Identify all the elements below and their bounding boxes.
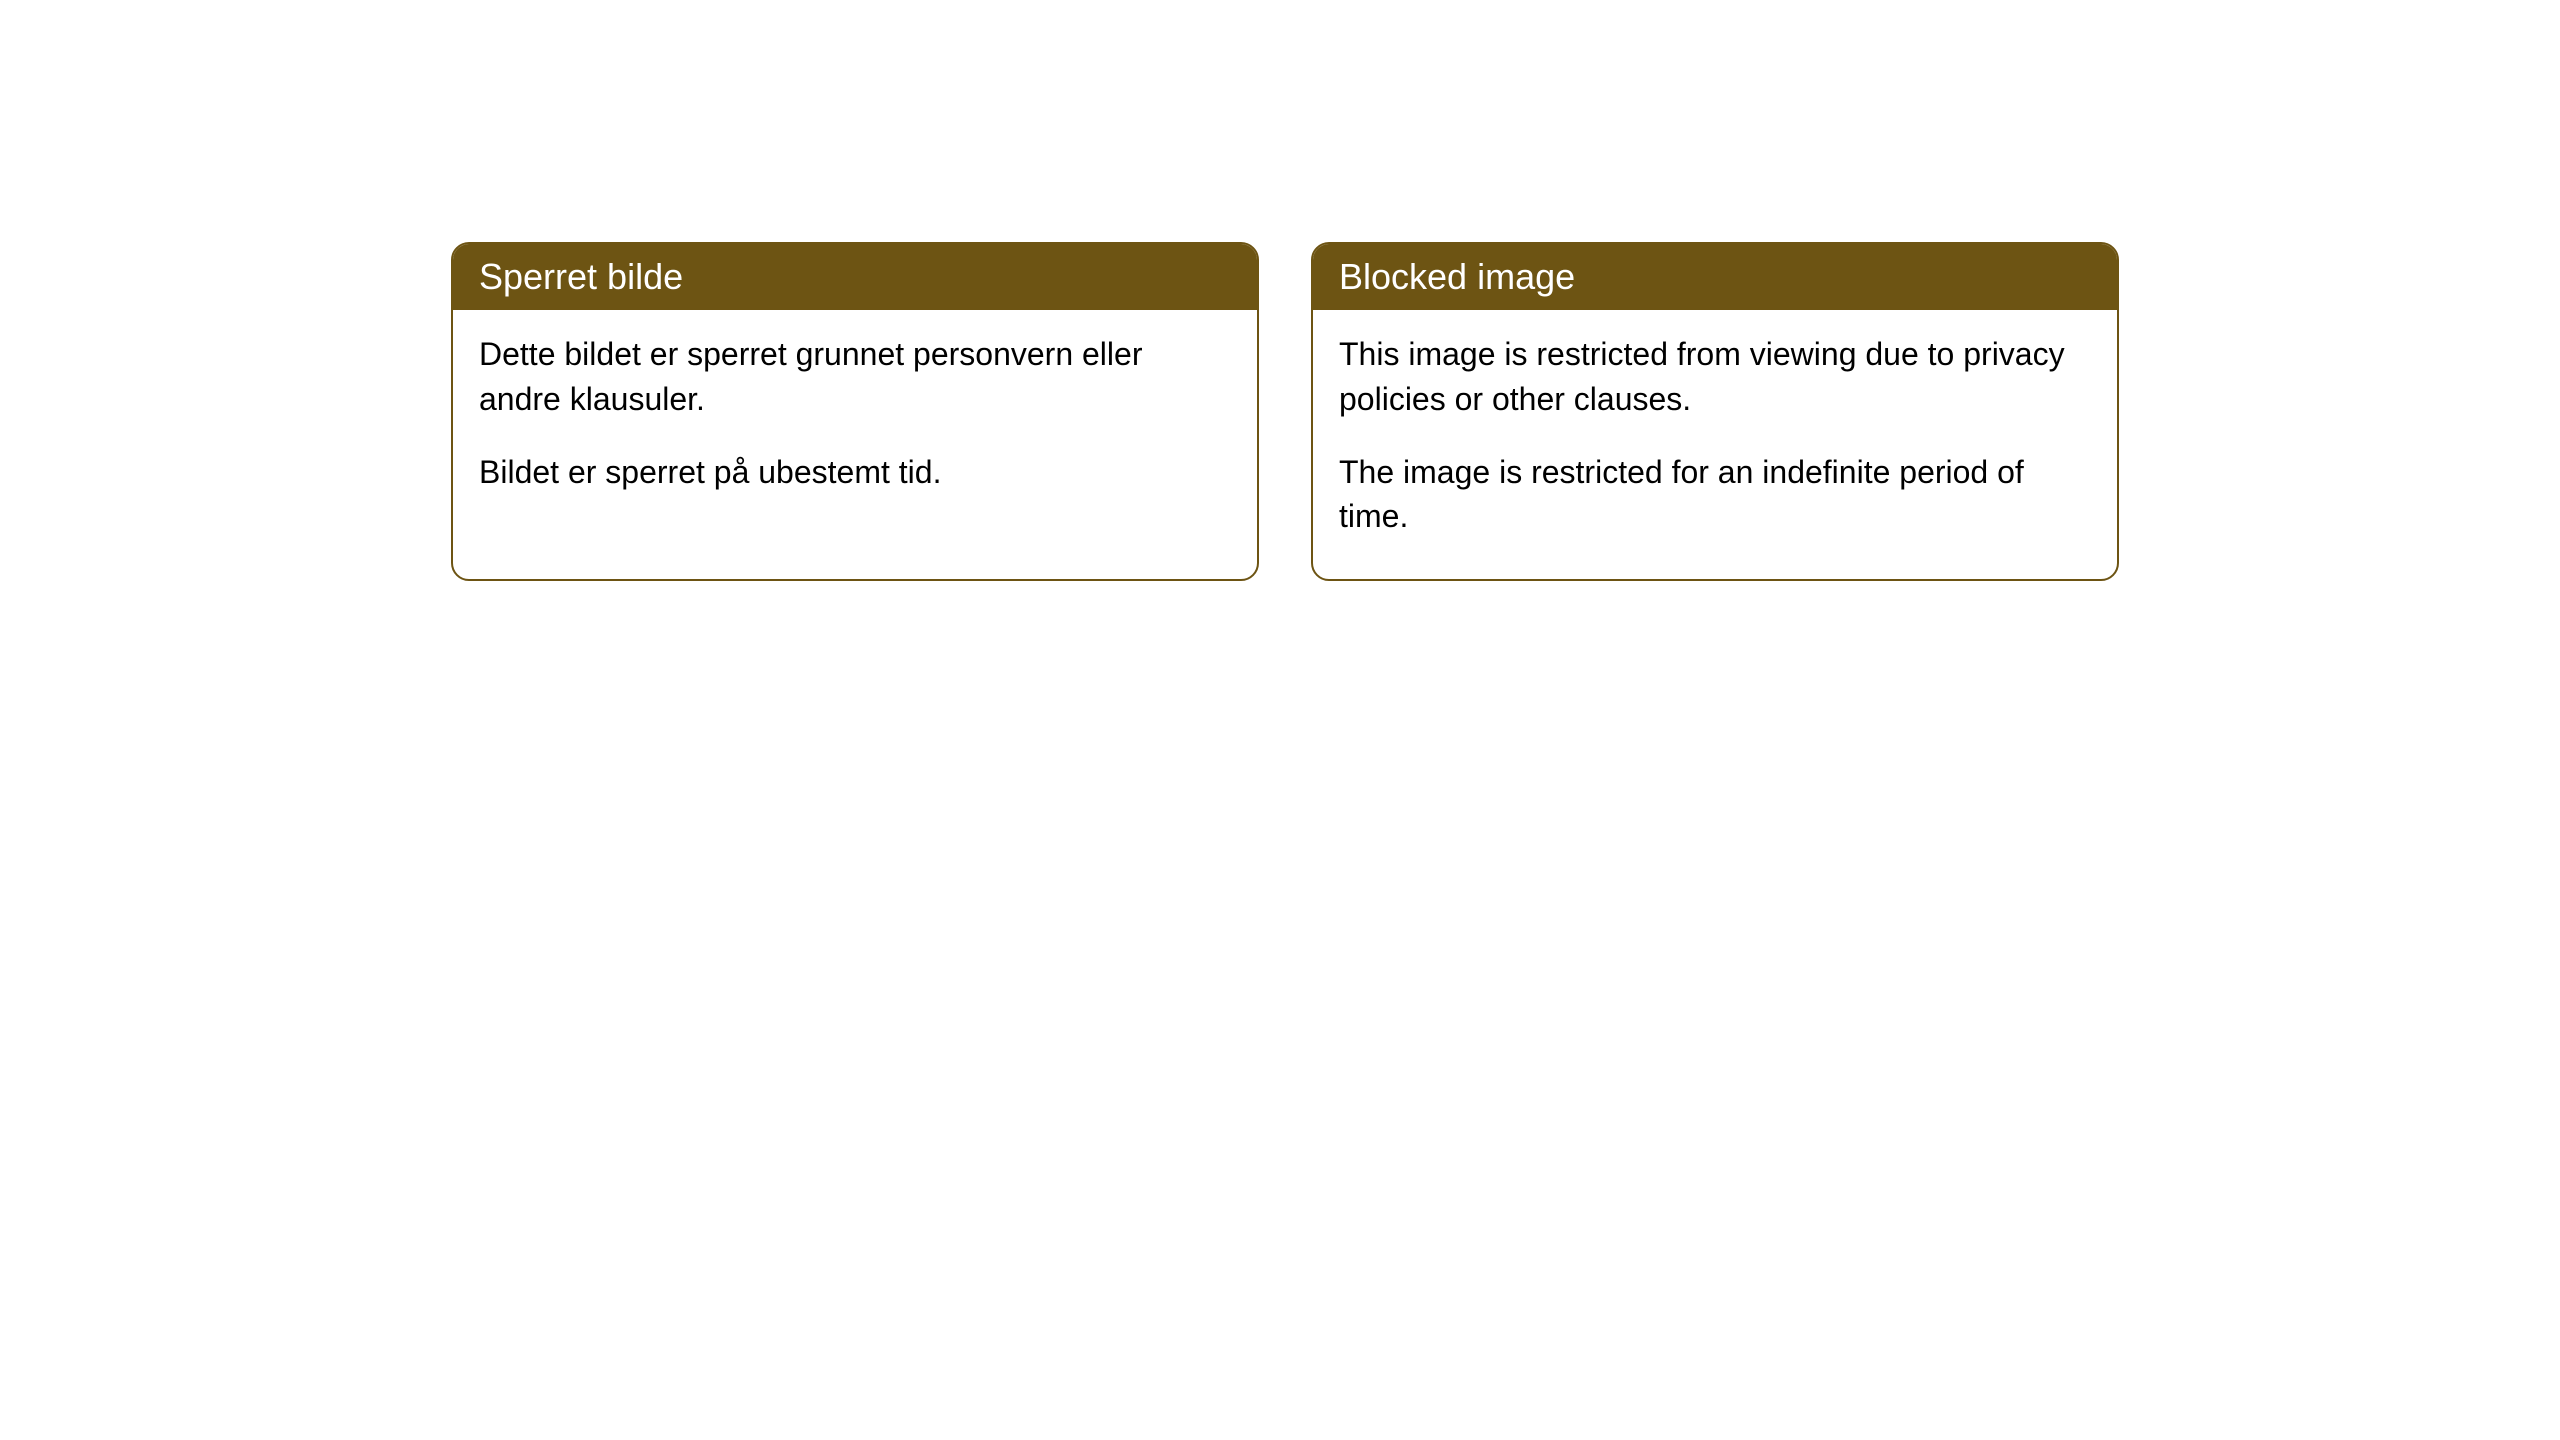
notice-cards-container: Sperret bilde Dette bildet er sperret gr… (451, 242, 2560, 581)
blocked-image-card-english: Blocked image This image is restricted f… (1311, 242, 2119, 581)
card-body-norwegian: Dette bildet er sperret grunnet personve… (453, 310, 1257, 534)
notice-text-2: Bildet er sperret på ubestemt tid. (479, 450, 1231, 495)
notice-text-1: Dette bildet er sperret grunnet personve… (479, 332, 1231, 422)
card-body-english: This image is restricted from viewing du… (1313, 310, 2117, 579)
notice-text-2: The image is restricted for an indefinit… (1339, 450, 2091, 540)
card-header-english: Blocked image (1313, 244, 2117, 310)
notice-text-1: This image is restricted from viewing du… (1339, 332, 2091, 422)
card-title: Blocked image (1339, 256, 1575, 297)
card-header-norwegian: Sperret bilde (453, 244, 1257, 310)
card-title: Sperret bilde (479, 256, 683, 297)
blocked-image-card-norwegian: Sperret bilde Dette bildet er sperret gr… (451, 242, 1259, 581)
